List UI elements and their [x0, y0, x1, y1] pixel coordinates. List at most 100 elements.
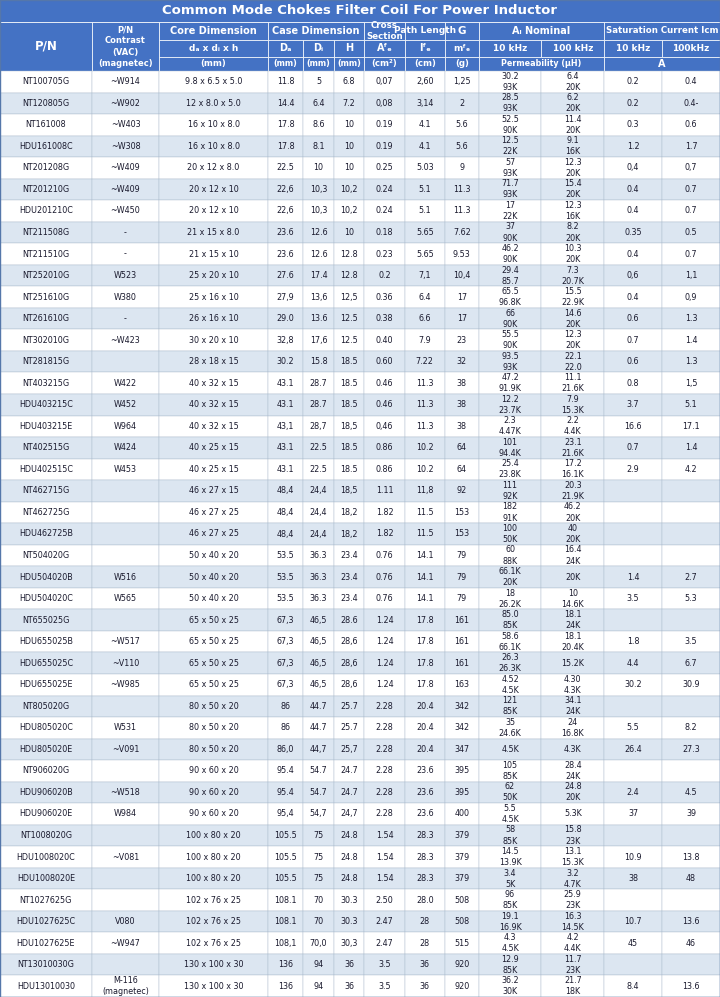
Text: 48,4: 48,4: [277, 529, 294, 538]
Text: 0.4-: 0.4-: [683, 99, 698, 108]
Bar: [662, 588, 720, 609]
Bar: [0, 717, 91, 739]
Text: ~W985: ~W985: [111, 680, 140, 689]
Bar: [334, 609, 364, 631]
Bar: [159, 416, 268, 437]
Text: 38: 38: [456, 400, 467, 410]
Bar: [303, 221, 334, 243]
Text: 4.52
4.5K: 4.52 4.5K: [501, 675, 519, 695]
Bar: [604, 481, 662, 501]
Bar: [334, 57, 364, 71]
Bar: [445, 588, 479, 609]
Text: 4.1: 4.1: [418, 142, 431, 151]
Text: 17: 17: [456, 292, 467, 302]
Bar: [479, 71, 541, 93]
Text: 23.4: 23.4: [341, 572, 358, 581]
Bar: [268, 975, 303, 997]
Bar: [604, 416, 662, 437]
Text: M-116
(magnetec): M-116 (magnetec): [102, 976, 149, 996]
Bar: [662, 867, 720, 889]
Text: 25 x 16 x 10: 25 x 16 x 10: [189, 292, 238, 302]
Bar: [445, 911, 479, 932]
Text: 53.5: 53.5: [276, 551, 294, 560]
Bar: [445, 136, 479, 158]
Text: Path Length: Path Length: [394, 27, 456, 36]
Text: ~W450: ~W450: [111, 206, 140, 215]
Bar: [303, 501, 334, 523]
Text: 90 x 60 x 20: 90 x 60 x 20: [189, 810, 238, 819]
Bar: [364, 200, 405, 221]
Text: 11.3: 11.3: [416, 379, 433, 388]
Bar: [479, 265, 541, 286]
Bar: [479, 674, 541, 696]
Text: 12.9
85K: 12.9 85K: [501, 955, 519, 975]
Bar: [91, 825, 159, 846]
Text: 0,6: 0,6: [627, 271, 639, 280]
Text: 16 x 10 x 8.0: 16 x 10 x 8.0: [188, 121, 240, 130]
Text: 26.4: 26.4: [624, 745, 642, 754]
Bar: [405, 178, 445, 200]
Bar: [479, 696, 541, 717]
Bar: [159, 739, 268, 760]
Bar: [334, 717, 364, 739]
Bar: [405, 114, 445, 136]
Bar: [604, 57, 720, 71]
Bar: [91, 932, 159, 954]
Bar: [604, 158, 662, 178]
Text: 26 x 16 x 10: 26 x 16 x 10: [189, 314, 238, 323]
Bar: [303, 825, 334, 846]
Bar: [159, 717, 268, 739]
Text: 0.7: 0.7: [685, 206, 698, 215]
Bar: [662, 717, 720, 739]
Text: HDU805020E: HDU805020E: [19, 745, 73, 754]
Text: 46: 46: [686, 938, 696, 948]
Text: 0.5: 0.5: [685, 228, 698, 237]
Bar: [662, 221, 720, 243]
Text: NT201208G: NT201208G: [22, 164, 69, 172]
Text: 400: 400: [454, 810, 469, 819]
Text: 5: 5: [316, 77, 321, 87]
Text: 20 x 12 x 8.0: 20 x 12 x 8.0: [187, 164, 240, 172]
Bar: [662, 265, 720, 286]
Text: HDU1027625C: HDU1027625C: [17, 917, 76, 926]
Bar: [445, 114, 479, 136]
Text: HDU655025E: HDU655025E: [19, 680, 73, 689]
Bar: [334, 40, 364, 57]
Bar: [303, 373, 334, 394]
Text: 0.7: 0.7: [685, 249, 698, 258]
Text: 0,46: 0,46: [376, 422, 393, 431]
Bar: [0, 93, 91, 114]
Text: HDU906020E: HDU906020E: [19, 810, 73, 819]
Text: 1.24: 1.24: [376, 637, 393, 646]
Bar: [541, 566, 604, 588]
Text: 36.3: 36.3: [310, 594, 328, 603]
Bar: [0, 782, 91, 804]
Text: 0.86: 0.86: [376, 465, 393, 474]
Bar: [91, 889, 159, 911]
Text: 0.2: 0.2: [627, 77, 639, 87]
Text: HDU1008020C: HDU1008020C: [17, 852, 75, 861]
Bar: [91, 373, 159, 394]
Text: 920: 920: [454, 960, 469, 969]
Bar: [604, 566, 662, 588]
Bar: [364, 911, 405, 932]
Text: 7.22: 7.22: [416, 357, 433, 366]
Bar: [445, 459, 479, 481]
Bar: [159, 501, 268, 523]
Text: ~W409: ~W409: [111, 184, 140, 194]
Text: 10.3
20K: 10.3 20K: [564, 244, 582, 264]
Text: ~V081: ~V081: [112, 852, 139, 861]
Text: 2.7: 2.7: [685, 572, 698, 581]
Text: 4.3K: 4.3K: [564, 745, 582, 754]
Bar: [541, 911, 604, 932]
Bar: [159, 22, 268, 40]
Bar: [0, 867, 91, 889]
Bar: [405, 867, 445, 889]
Bar: [268, 804, 303, 825]
Text: 43.1: 43.1: [276, 400, 294, 410]
Bar: [405, 911, 445, 932]
Bar: [541, 221, 604, 243]
Bar: [0, 394, 91, 416]
Bar: [91, 416, 159, 437]
Text: HDU13010030: HDU13010030: [17, 982, 75, 991]
